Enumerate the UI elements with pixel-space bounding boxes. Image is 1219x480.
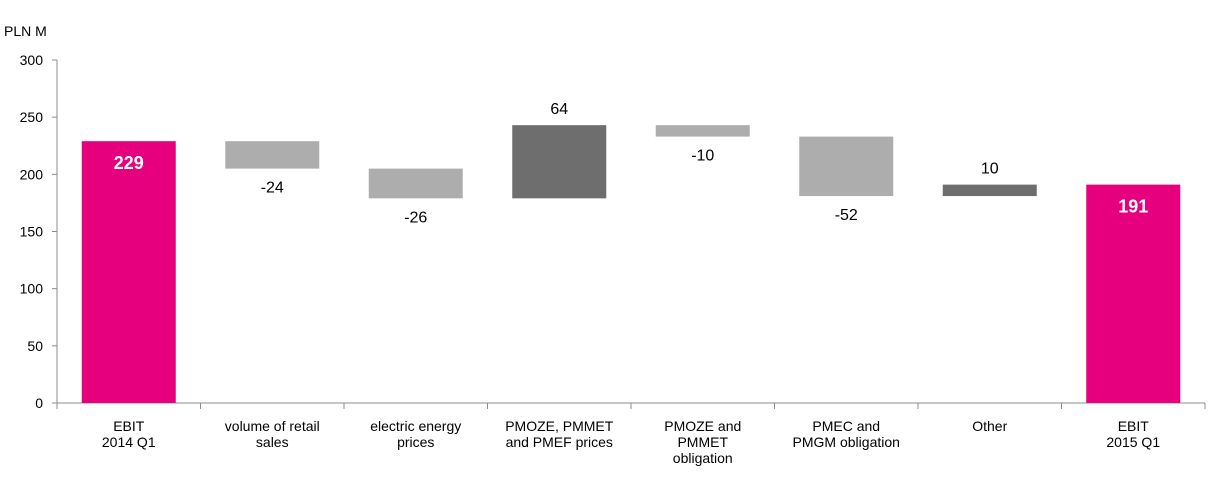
data-label: -52 xyxy=(835,207,858,224)
category-label: sales xyxy=(256,434,289,450)
data-label: -10 xyxy=(691,148,714,165)
data-label: 10 xyxy=(981,161,999,178)
category-label: 2014 Q1 xyxy=(102,434,156,450)
data-label: 191 xyxy=(1118,197,1148,217)
y-tick-label: 250 xyxy=(20,109,44,125)
increase-bar xyxy=(942,184,1037,197)
category-label: volume of retail xyxy=(225,418,320,434)
category-label: prices xyxy=(397,434,434,450)
decrease-bar xyxy=(799,136,894,197)
category-label: obligation xyxy=(673,450,733,466)
category-label: PMOZE, PMMET xyxy=(505,418,614,434)
category-label: PMEC and xyxy=(812,418,880,434)
increase-bar xyxy=(512,125,607,199)
data-label: 64 xyxy=(550,101,568,118)
category-label: Other xyxy=(972,418,1007,434)
category-label: PMMET xyxy=(677,434,728,450)
y-tick-label: 300 xyxy=(20,52,44,68)
total-bar xyxy=(1086,184,1181,403)
data-label: 229 xyxy=(114,153,144,173)
y-tick-label: 150 xyxy=(20,224,44,240)
decrease-bar xyxy=(655,125,750,137)
category-label: EBIT xyxy=(1118,418,1150,434)
category-label: PMGM obligation xyxy=(793,434,900,450)
y-tick-label: 50 xyxy=(27,338,43,354)
decrease-bar xyxy=(368,168,463,199)
data-label: -24 xyxy=(261,180,284,197)
y-tick-label: 100 xyxy=(20,281,44,297)
total-bar xyxy=(81,141,176,403)
y-tick-label: 0 xyxy=(35,395,43,411)
category-label: electric energy xyxy=(370,418,461,434)
unit-label: PLN M xyxy=(4,23,47,39)
category-label: PMOZE and xyxy=(664,418,741,434)
category-label: and PMEF prices xyxy=(506,434,613,450)
data-label: -26 xyxy=(404,209,427,226)
decrease-bar xyxy=(225,141,320,169)
y-tick-label: 200 xyxy=(20,166,44,182)
category-label: EBIT xyxy=(113,418,145,434)
category-label: 2015 Q1 xyxy=(1106,434,1160,450)
